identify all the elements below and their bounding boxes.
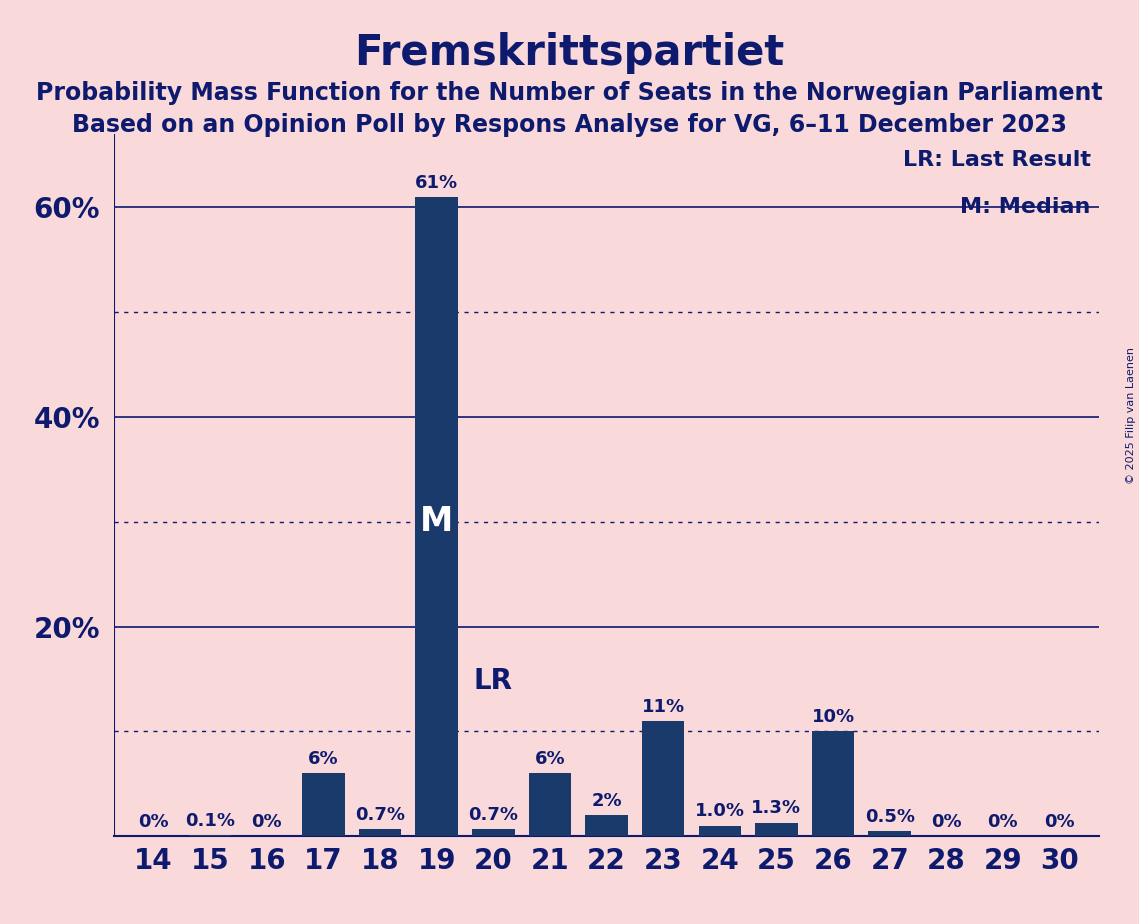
Text: Fremskrittspartiet: Fremskrittspartiet bbox=[354, 32, 785, 74]
Bar bbox=[812, 732, 854, 836]
Text: Probability Mass Function for the Number of Seats in the Norwegian Parliament: Probability Mass Function for the Number… bbox=[36, 81, 1103, 105]
Text: 0%: 0% bbox=[138, 813, 169, 831]
Bar bbox=[528, 773, 571, 836]
Bar bbox=[755, 822, 797, 836]
Text: 6%: 6% bbox=[534, 750, 565, 768]
Bar bbox=[868, 831, 911, 836]
Text: 0%: 0% bbox=[252, 813, 282, 831]
Bar bbox=[698, 826, 741, 836]
Text: 0.5%: 0.5% bbox=[865, 808, 915, 826]
Bar bbox=[189, 835, 231, 836]
Text: LR: Last Result: LR: Last Result bbox=[902, 151, 1091, 170]
Text: M: M bbox=[420, 505, 453, 539]
Text: M: Median: M: Median bbox=[960, 198, 1091, 217]
Text: 0%: 0% bbox=[1044, 813, 1075, 831]
Text: 1.3%: 1.3% bbox=[752, 799, 802, 818]
Bar bbox=[359, 829, 401, 836]
Text: LR: LR bbox=[474, 667, 513, 695]
Text: 0.1%: 0.1% bbox=[186, 812, 235, 830]
Bar bbox=[416, 197, 458, 836]
Text: 11%: 11% bbox=[641, 698, 685, 716]
Bar bbox=[642, 721, 685, 836]
Text: Based on an Opinion Poll by Respons Analyse for VG, 6–11 December 2023: Based on an Opinion Poll by Respons Anal… bbox=[72, 113, 1067, 137]
Text: © 2025 Filip van Laenen: © 2025 Filip van Laenen bbox=[1126, 347, 1136, 484]
Text: 2%: 2% bbox=[591, 792, 622, 810]
Text: 6%: 6% bbox=[308, 750, 338, 768]
Text: 0.7%: 0.7% bbox=[355, 806, 405, 823]
Text: 0.7%: 0.7% bbox=[468, 806, 518, 823]
Text: 0%: 0% bbox=[931, 813, 961, 831]
Text: 0%: 0% bbox=[988, 813, 1018, 831]
Bar bbox=[585, 815, 628, 836]
Bar bbox=[472, 829, 515, 836]
Text: 10%: 10% bbox=[811, 708, 854, 726]
Text: 1.0%: 1.0% bbox=[695, 803, 745, 821]
Text: 61%: 61% bbox=[415, 174, 458, 191]
Bar bbox=[302, 773, 345, 836]
